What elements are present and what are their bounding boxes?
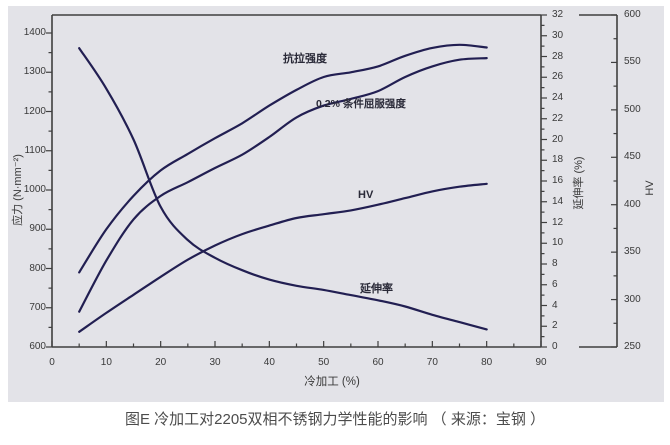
curve-label-tensile-strength: 抗拉强度 <box>283 53 327 65</box>
tick-label: 12 <box>552 216 564 228</box>
hv-axis-title: HV <box>644 180 656 196</box>
tick-label: 1000 <box>23 184 46 195</box>
tick-label: 20 <box>155 357 167 368</box>
curve-proof-strength <box>78 57 488 313</box>
tick-label: 26 <box>552 71 564 83</box>
tick-label: 250 <box>624 341 641 352</box>
tick-label: 900 <box>29 223 46 235</box>
curve-elongation <box>78 47 488 331</box>
tick-label: 4 <box>552 299 558 311</box>
tick-label: 30 <box>552 29 564 41</box>
figure-panel <box>8 6 664 402</box>
tick-label: 2 <box>552 320 558 332</box>
tick-label: 20 <box>552 133 564 145</box>
tick-label: 700 <box>29 301 46 313</box>
tick-label: 450 <box>624 151 641 163</box>
tick-label: 550 <box>624 56 641 68</box>
tick-label: 10 <box>100 357 112 368</box>
tick-label: 70 <box>426 357 438 368</box>
tick-label: 6 <box>552 278 558 290</box>
tick-label: 400 <box>624 198 641 210</box>
tick-label: 0 <box>49 357 55 368</box>
tick-label: 60 <box>372 357 384 368</box>
tick-label: 1300 <box>23 66 46 78</box>
tick-label: 800 <box>29 262 46 274</box>
curve-tensile-strength <box>78 43 488 274</box>
tick-label: 500 <box>624 103 641 115</box>
tick-label: 80 <box>481 357 493 368</box>
tick-label: 40 <box>263 357 275 368</box>
plot-svg <box>46 14 618 348</box>
tick-label: 22 <box>552 112 564 124</box>
tick-label: 350 <box>624 246 641 258</box>
tick-label: 90 <box>535 357 547 368</box>
tick-label: 1400 <box>23 27 46 38</box>
tick-label: 14 <box>552 195 564 207</box>
tick-label: 1200 <box>23 105 46 117</box>
tick-label: 10 <box>552 237 564 249</box>
figure-caption: 图E 冷加工对2205双相不锈钢力学性能的影响 （ 来源：宝钢 ） <box>124 411 546 428</box>
curve-label-elongation: 延伸率 <box>360 283 393 295</box>
tick-label: 0 <box>552 341 558 352</box>
tick-label: 30 <box>209 357 221 368</box>
tick-label: 32 <box>552 9 564 20</box>
tick-label: 28 <box>552 50 564 62</box>
tick-label: 16 <box>552 175 564 186</box>
curve-label-proof-strength: 0.2% 条件屈服强度 <box>316 98 406 110</box>
x-axis-title: 冷加工 (%) <box>304 376 360 388</box>
tick-label: 8 <box>552 258 558 269</box>
elongation-axis-title: 延伸率 (%) <box>573 156 585 210</box>
tick-label: 300 <box>624 293 641 305</box>
tick-label: 24 <box>552 92 564 103</box>
tick-label: 1100 <box>24 144 46 156</box>
tick-label: 600 <box>624 9 641 20</box>
curve-hv <box>78 182 488 333</box>
tick-label: 50 <box>318 357 330 368</box>
tick-label: 600 <box>29 341 46 352</box>
tick-label: 18 <box>552 154 564 166</box>
curve-label-hv: HV <box>358 189 374 201</box>
